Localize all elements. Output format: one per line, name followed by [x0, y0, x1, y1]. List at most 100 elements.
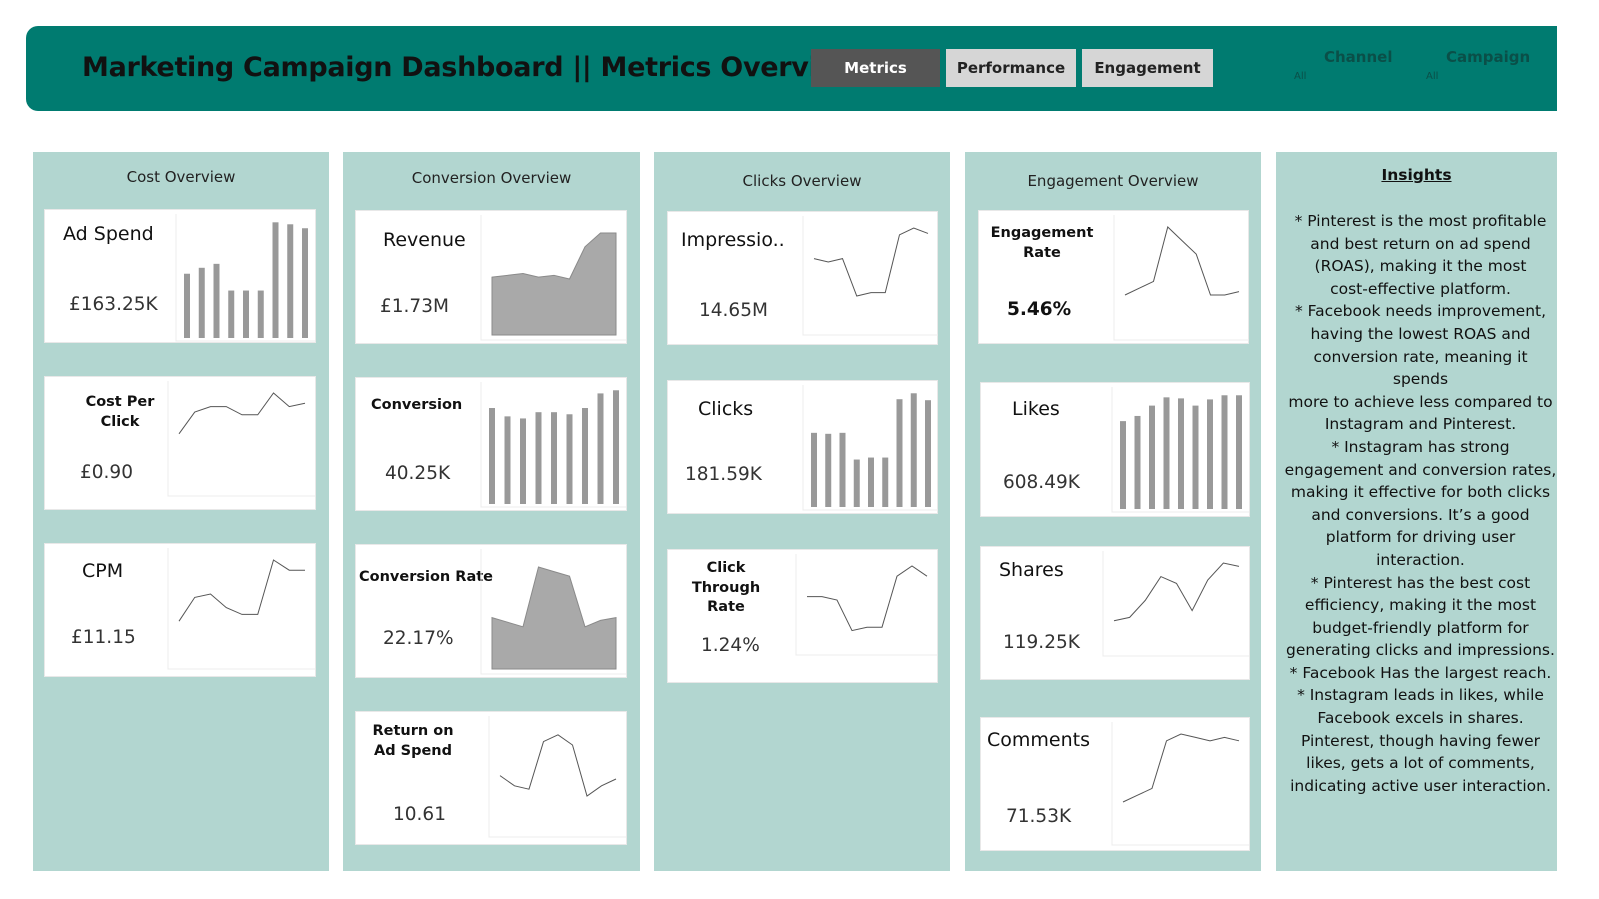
dashboard-title: Marketing Campaign Dashboard || Metrics … [82, 52, 861, 83]
spark-line [499, 734, 617, 797]
insight-line: platform for driving user [1325, 528, 1516, 547]
roas-value: 10.61 [393, 804, 446, 825]
engagement-rate-sparkline [1113, 215, 1249, 341]
cost-per-click-value: £0.90 [80, 462, 133, 483]
insight-line: Facebook excels in shares. [1317, 709, 1524, 728]
impressions-label: Impressio.. [681, 229, 785, 251]
insight-line: efficiency, making it the most [1304, 596, 1537, 615]
likes-sparkline [1111, 387, 1249, 513]
ctr-card[interactable]: Click Through Rate 1.24% [667, 549, 938, 683]
conversion-overview-panel: Conversion Overview Revenue £1.73M Conve… [343, 152, 640, 871]
spark-bar [811, 432, 817, 507]
engagement-rate-card[interactable]: Engagement Rate 5.46% [978, 210, 1249, 344]
spark-bar [853, 459, 860, 507]
insight-line: * Facebook Has the largest reach. [1289, 663, 1552, 682]
insight-line: cost-effective platform. [1330, 279, 1511, 298]
comments-label: Comments [987, 729, 1090, 751]
cost-overview-panel: Cost Overview Ad Spend £163.25K Cost Per… [33, 152, 329, 871]
spark-bar [504, 416, 511, 504]
cpm-card[interactable]: CPM £11.15 [44, 543, 316, 677]
spark-line [813, 227, 929, 297]
spark-bar [882, 457, 889, 507]
cpm-label: CPM [82, 560, 124, 582]
spark-bar [287, 224, 294, 338]
spark-line [178, 559, 305, 622]
revenue-sparkline [480, 215, 626, 341]
spark-bar [566, 414, 573, 504]
revenue-value: £1.73M [380, 296, 449, 317]
likes-card[interactable]: Likes 608.49K [980, 382, 1250, 517]
channel-filter-label[interactable]: Channel [1324, 48, 1393, 66]
insight-line: engagement and conversion rates, [1284, 460, 1557, 479]
insight-line: likes, gets a lot of comments, [1306, 754, 1535, 773]
spark-line [1124, 226, 1240, 296]
cpm-value: £11.15 [71, 627, 136, 648]
likes-label: Likes [1012, 398, 1060, 420]
revenue-label: Revenue [383, 229, 466, 251]
cost-overview-title: Cost Overview [126, 168, 236, 186]
insight-line: * Facebook needs improvement, [1294, 302, 1547, 321]
insight-line: * Pinterest is the most profitable [1294, 212, 1547, 230]
roas-label: Return on Ad Spend [372, 723, 454, 759]
tab-performance[interactable]: Performance [946, 49, 1076, 87]
impressions-sparkline [802, 216, 938, 336]
insight-line: budget-friendly platform for [1312, 618, 1529, 637]
spark-bar [582, 408, 588, 504]
spark-bar [1221, 395, 1228, 509]
spark-bar [1163, 397, 1170, 509]
insight-line: having the lowest ROAS and [1310, 324, 1531, 343]
conversion-label: Conversion [371, 397, 463, 413]
shares-card[interactable]: Shares 119.25K [980, 546, 1250, 680]
insight-line: generating clicks and impressions. [1286, 641, 1555, 660]
spark-area [491, 232, 617, 336]
spark-bar [489, 408, 495, 504]
insight-line: making it effective for both clicks [1290, 483, 1551, 502]
spark-bar [910, 393, 917, 507]
insights-panel: Insights * Pinterest is the most profita… [1276, 152, 1557, 871]
spark-bar [184, 273, 190, 338]
insight-line: * Pinterest has the best cost [1310, 573, 1531, 592]
ad-spend-card[interactable]: Ad Spend £163.25K [44, 209, 316, 343]
spark-bar [272, 222, 279, 338]
header-bar: Marketing Campaign Dashboard || Metrics … [26, 26, 1557, 111]
spark-bar [1134, 415, 1141, 509]
conversion-rate-card[interactable]: Conversion Rate 22.17% [355, 544, 627, 678]
clicks-card[interactable]: Clicks 181.59K [667, 380, 938, 514]
campaign-filter-label[interactable]: Campaign [1446, 48, 1531, 66]
comments-sparkline [1111, 722, 1249, 846]
spark-bar [302, 228, 308, 338]
spark-bar [228, 290, 235, 338]
spark-bar [1178, 398, 1184, 509]
conversion-overview-title: Conversion Overview [411, 169, 572, 187]
impressions-value: 14.65M [699, 300, 768, 321]
tab-engagement[interactable]: Engagement [1082, 49, 1213, 87]
channel-filter-value[interactable]: All [1294, 71, 1307, 82]
cost-per-click-card[interactable]: Cost Per Click £0.90 [44, 376, 316, 510]
spark-bar [520, 418, 526, 504]
campaign-filter-value[interactable]: All [1426, 71, 1439, 82]
insight-line: * Instagram has strong [1331, 437, 1510, 456]
spark-bar [613, 390, 619, 504]
shares-value: 119.25K [1003, 632, 1080, 653]
conversion-card[interactable]: Conversion 40.25K [355, 377, 627, 511]
engagement-overview-title: Engagement Overview [1027, 172, 1199, 190]
insight-line: and conversions. It’s a good [1311, 505, 1530, 524]
comments-card[interactable]: Comments 71.53K [980, 717, 1250, 851]
insights-text: * Pinterest is the most profitable and be… [1284, 210, 1557, 797]
insight-line: * Instagram leads in likes, while [1297, 686, 1544, 705]
spark-line [1113, 562, 1240, 622]
spark-bar [925, 400, 931, 507]
conversion-rate-value: 22.17% [383, 628, 454, 649]
clicks-label: Clicks [698, 398, 754, 420]
revenue-card[interactable]: Revenue £1.73M [355, 210, 627, 344]
insights-title: Insights [1381, 166, 1452, 184]
impressions-card[interactable]: Impressio.. 14.65M [667, 211, 938, 345]
cost-per-click-sparkline [167, 381, 315, 497]
spark-bar [243, 290, 249, 338]
roas-card[interactable]: Return on Ad Spend 10.61 [355, 711, 627, 845]
spark-bar [213, 263, 220, 338]
clicks-overview-title: Clicks Overview [742, 172, 862, 190]
spark-line [807, 565, 928, 632]
spark-bar [839, 432, 846, 507]
tab-metrics[interactable]: Metrics [811, 49, 940, 87]
